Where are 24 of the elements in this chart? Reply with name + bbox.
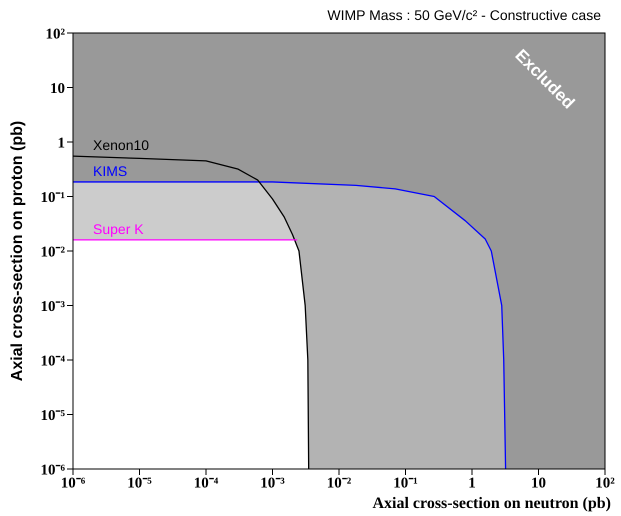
x-tick-label: 10⁻¹ <box>393 476 418 492</box>
y-tick-label: 10⁻² <box>40 244 66 260</box>
y-axis-title: Axial cross-section on proton (pb) <box>9 120 26 382</box>
y-tick-label: 10⁻¹ <box>40 190 65 206</box>
y-tick-label: 10⁻⁵ <box>40 408 66 424</box>
y-tick-label: 1 <box>58 135 65 152</box>
y-tick-label: 10⁻⁶ <box>40 462 66 478</box>
y-tick-label: 10⁻³ <box>40 298 66 315</box>
y-tick-label: 10⁻⁴ <box>40 353 66 370</box>
x-tick-label: 10⁻³ <box>260 476 286 492</box>
chart-title: WIMP Mass : 50 GeV/c² - Constructive case <box>327 7 602 23</box>
x-axis-title: Axial cross-section on neutron (pb) <box>372 495 611 512</box>
y-tick-label: 10² <box>46 26 66 42</box>
x-tick-label: 10⁻² <box>326 476 352 492</box>
series-label: KIMS <box>93 162 128 179</box>
y-tick-label: 10 <box>50 80 65 97</box>
x-tick-label: 10⁻⁶ <box>60 476 86 492</box>
x-tick-label: 10⁻⁴ <box>194 476 219 492</box>
x-tick-label: 10⁻⁵ <box>127 476 152 492</box>
legend-label: Xenon10 <box>93 137 150 154</box>
x-tick-label: 10² <box>595 476 616 492</box>
x-tick-label: 10 <box>531 476 546 492</box>
x-tick-label: 1 <box>468 476 476 492</box>
series-label: Super K <box>93 220 144 237</box>
